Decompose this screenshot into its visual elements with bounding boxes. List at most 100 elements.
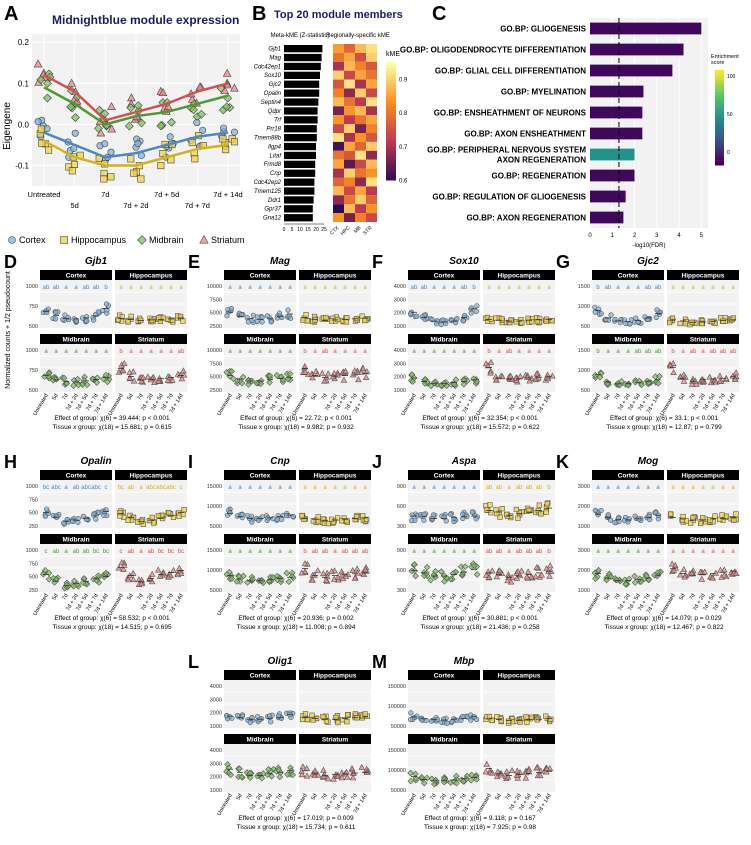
facet-point: [238, 773, 245, 781]
facet-ytick: 1000: [394, 324, 406, 330]
panel-b-gene-label: Tmem88b: [254, 136, 282, 142]
panel-a-point: [156, 121, 166, 131]
panel-c-legend-tick: 100: [727, 74, 736, 80]
facet-point: [598, 311, 604, 317]
facet-strip: [592, 470, 664, 480]
facet-point: [288, 315, 294, 321]
panel-c-bar: [590, 127, 643, 140]
facet-strip-label: Cortex: [250, 273, 271, 280]
facet-strip: [408, 470, 480, 480]
stat-tissue: Tissue x group: χ(18) = 21.436; p = 0.25…: [420, 624, 540, 631]
panel-b-heat-cell: [344, 133, 355, 142]
facet-point: [732, 375, 739, 382]
facet-point: [154, 566, 162, 573]
facet-xtick: Untreated: [659, 393, 676, 417]
facet-ytick: 1000: [394, 388, 406, 394]
facet-point: [73, 318, 80, 324]
stat-tissue: Tissue x group: χ(18) = 15.734; p = 0.61…: [237, 824, 356, 831]
facet-point: [536, 771, 544, 778]
facet-ytick: 300: [397, 588, 406, 594]
facet-strip: [483, 734, 555, 744]
facet-strip-label: Hippocampus: [314, 673, 357, 680]
panel-c-xtick: 2: [633, 233, 637, 239]
panel-b-gene-label: Litaf: [270, 153, 283, 159]
panel-c-category-label-line: GO.BP: PERIPHERAL NERVOUS SYSTEM: [427, 146, 586, 155]
facet-point: [146, 574, 153, 581]
panel-b-gene-label: Prr18: [266, 127, 281, 133]
facet-strip: [483, 334, 555, 344]
facet-point: [449, 570, 457, 577]
facet-letter: a: [596, 485, 600, 491]
facet-letter: bc: [43, 485, 49, 491]
panel-a-point: [124, 121, 134, 131]
facet-strip-label: Cortex: [618, 273, 639, 280]
facet-point: [63, 581, 71, 589]
facet-point: [135, 519, 141, 525]
panel-b-colorbar-seg: [386, 112, 396, 116]
facet-letter: a: [671, 485, 675, 491]
facet-point: [115, 317, 121, 323]
facet-point: [164, 376, 172, 383]
facet-point: [643, 572, 650, 580]
panel-c-xtick: 1: [611, 233, 615, 239]
panel-c-legend-seg: [715, 101, 724, 106]
facet-letter: bc: [178, 549, 184, 555]
facet-xtick: 7d: [245, 593, 253, 601]
facet-letter: b: [303, 549, 307, 555]
panel-b-heat-cell: [344, 115, 355, 125]
facet-ytick: 1500: [578, 348, 590, 354]
panel-b-heat-cell: [366, 115, 377, 125]
panel-b-region-label: HPC: [340, 225, 352, 237]
facet-point: [484, 362, 492, 369]
facet-point: [70, 382, 77, 389]
panel-c-legend-seg: [715, 139, 724, 144]
facet-strip-label: Hippocampus: [314, 273, 357, 280]
facet-point: [631, 572, 638, 580]
panel-b-regional-label: Regionally-specific kME: [326, 33, 390, 39]
facet-strip-label: Hippocampus: [498, 273, 541, 280]
facet-point: [62, 312, 68, 318]
panel-b-colorbar-seg: [386, 73, 396, 78]
panel-c-legend-seg: [715, 76, 724, 80]
panel-b-meta-bar: [284, 169, 316, 177]
facet-point: [301, 560, 309, 567]
facet-letter: a: [507, 549, 511, 555]
legend-midbrain-label: Midbrain: [149, 235, 184, 245]
facet-letter: a: [537, 285, 541, 291]
facet-point: [156, 315, 162, 321]
facet-ytick: 900: [397, 484, 406, 490]
facet-letter: a: [681, 549, 685, 555]
legend-hippocampus-icon: [60, 236, 68, 244]
panel-a-line-cortex: [43, 131, 229, 159]
facet-letter: a: [472, 549, 476, 555]
facet-point: [720, 318, 726, 324]
facet-point: [668, 511, 674, 517]
panel-c-legend-title-line: Enrichment: [711, 54, 739, 60]
facet-point: [499, 506, 505, 512]
facet-letter: a: [323, 485, 327, 491]
panel-a-point: [96, 128, 106, 137]
facet-xtick: Untreated: [291, 793, 308, 817]
facet-xtick: 5d: [51, 593, 59, 601]
panel-a-point: [196, 109, 206, 119]
facet-letter: a: [149, 285, 153, 291]
facet-strip-label: Striatum: [506, 337, 533, 344]
facet-point: [328, 516, 335, 522]
facet-point: [440, 572, 448, 579]
legend-striatum-label: Striatum: [211, 235, 245, 245]
panel-letter-C: C: [432, 3, 446, 25]
panel-b-region-label: MB: [353, 225, 363, 235]
facet-ytick: 2000: [578, 568, 590, 574]
panel-b-heat-cell: [344, 44, 355, 53]
facet-point: [474, 303, 480, 309]
facet-point: [253, 379, 260, 387]
facet-strip: [299, 470, 371, 480]
facet-point: [93, 516, 99, 522]
facet-point: [102, 371, 110, 379]
facet-letter: a: [288, 349, 292, 355]
gene-panel-letter: G: [556, 252, 570, 272]
facet-strip: [224, 334, 296, 344]
panel-b-colorbar-seg: [386, 156, 396, 160]
facet-letter: c: [180, 485, 183, 491]
